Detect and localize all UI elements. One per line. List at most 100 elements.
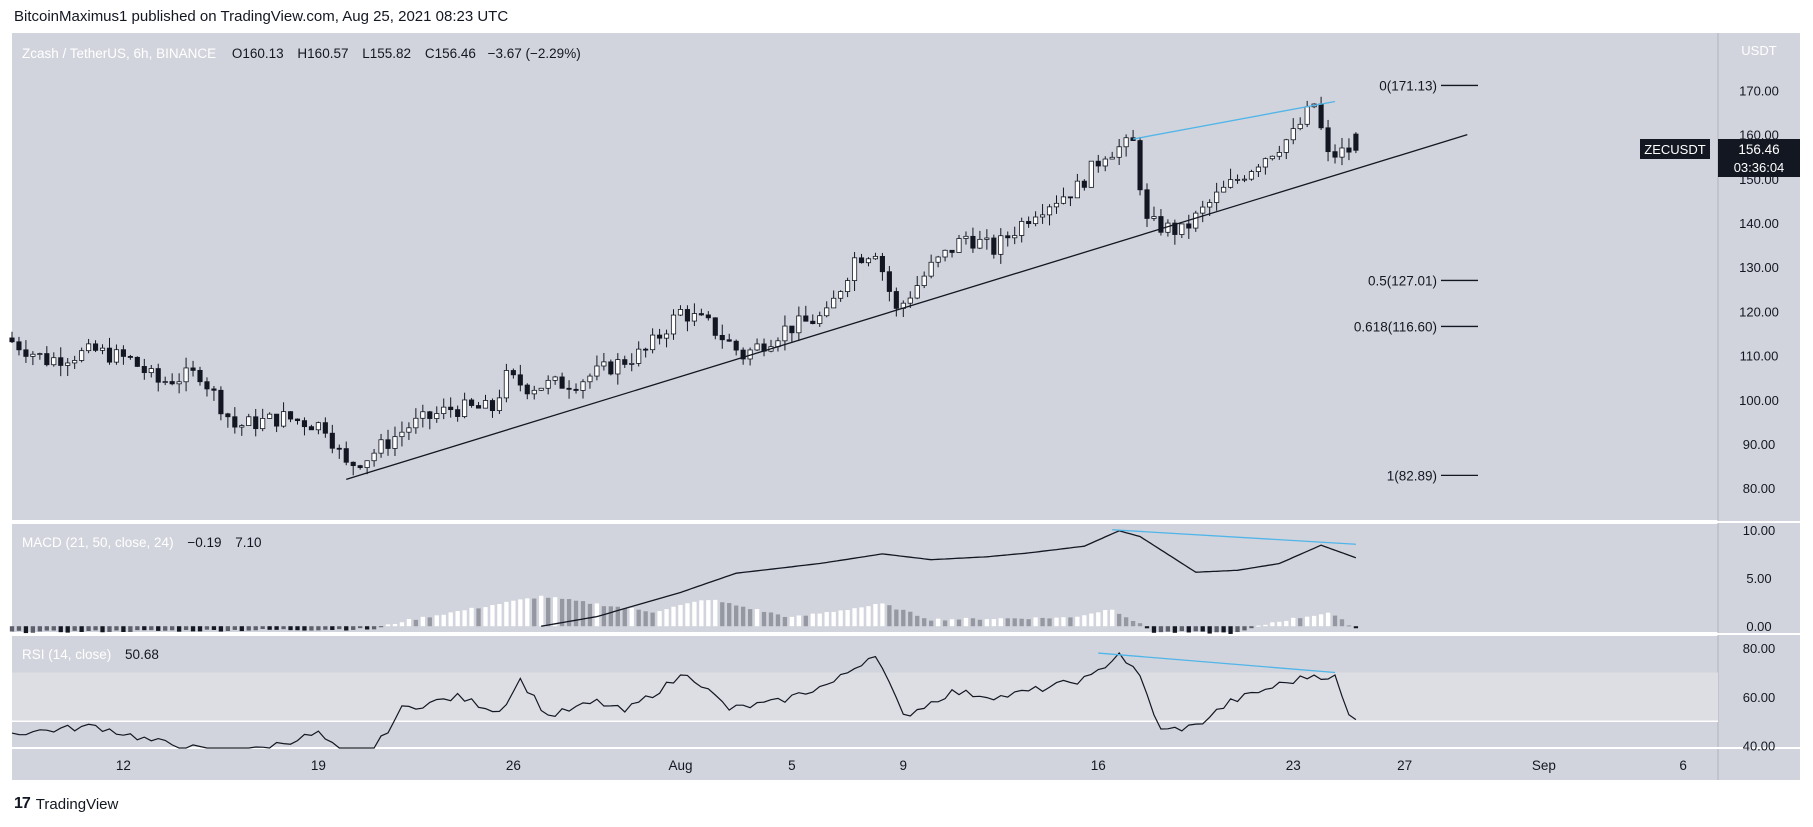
candle xyxy=(824,307,830,317)
candle xyxy=(552,376,558,381)
candle xyxy=(942,249,948,258)
macd-histogram-bar xyxy=(385,624,391,627)
last-price-badge[interactable]: ZECUSDT 156.46 03:36:04 xyxy=(1640,139,1800,177)
candle xyxy=(657,334,663,339)
macd-histogram-bar xyxy=(1291,617,1296,627)
price-axis-tick: 140.00 xyxy=(1739,216,1779,231)
macd-histogram-bar xyxy=(831,611,836,627)
candle xyxy=(79,350,85,361)
candle xyxy=(1067,196,1073,199)
macd-histogram-bar xyxy=(1075,616,1080,627)
macd-histogram-bar xyxy=(16,626,22,631)
candle xyxy=(141,366,147,374)
candle xyxy=(643,348,649,351)
macd-legend[interactable]: MACD (21, 50, close, 24) −0.19 7.10 xyxy=(22,535,262,550)
candle xyxy=(169,381,175,385)
fib-level-label: 0.5(127.01) xyxy=(1368,273,1437,288)
rsi-legend[interactable]: RSI (14, close) 50.68 xyxy=(22,647,159,662)
macd-histogram-bar xyxy=(1151,626,1157,633)
candle xyxy=(197,369,203,383)
candle xyxy=(754,343,760,351)
macd-histogram-bar xyxy=(30,626,36,633)
x-axis-bar[interactable] xyxy=(12,748,1721,780)
macd-histogram-bar xyxy=(817,613,822,627)
macd-histogram-bar xyxy=(378,626,384,628)
candle xyxy=(441,406,447,414)
macd-histogram-bar xyxy=(1158,626,1164,633)
macd-histogram-bar xyxy=(253,626,258,631)
candle xyxy=(329,432,335,449)
fib-level-label: 0.618(116.60) xyxy=(1354,319,1437,334)
candle xyxy=(1040,214,1046,218)
candle xyxy=(462,399,468,417)
candle xyxy=(831,297,837,309)
macd-histogram-bar xyxy=(552,597,558,627)
candle xyxy=(225,413,231,418)
candle xyxy=(733,340,739,351)
candle xyxy=(573,388,579,391)
macd-histogram-bar xyxy=(364,626,370,630)
symbol-legend[interactable]: Zcash / TetherUS, 6h, BINANCE O160.13 H1… xyxy=(22,46,581,61)
macd-histogram-bar xyxy=(23,626,29,634)
candle xyxy=(1214,191,1220,203)
candle xyxy=(343,448,349,463)
macd-histogram-bar xyxy=(204,626,210,630)
candle xyxy=(336,447,342,450)
macd-histogram-bar xyxy=(608,606,613,627)
candle xyxy=(1193,212,1199,229)
candle xyxy=(1019,221,1025,236)
price-axis-tick: 110.00 xyxy=(1740,349,1779,364)
candle xyxy=(587,375,593,383)
macd-histogram-bar xyxy=(629,607,634,627)
candle xyxy=(796,315,802,334)
macd-histogram-bar xyxy=(539,595,544,627)
candle xyxy=(977,238,983,249)
candle xyxy=(1228,179,1234,188)
macd-histogram-bar xyxy=(977,619,983,627)
macd-histogram-bar xyxy=(692,601,697,627)
price-axis-tick: 130.00 xyxy=(1739,260,1779,275)
price-high-line xyxy=(1132,100,1336,140)
publisher-caption: BitcoinMaximus1 published on TradingView… xyxy=(14,8,509,25)
macd-histogram-bar xyxy=(699,600,704,627)
candle xyxy=(364,460,370,468)
macd-histogram-bar xyxy=(316,626,321,631)
macd-histogram-bar xyxy=(1298,618,1303,627)
macd-histogram-bar xyxy=(142,626,147,631)
macd-histogram-bar xyxy=(880,603,885,627)
fib-level-label: 0(171.13) xyxy=(1379,78,1437,93)
macd-histogram-bar xyxy=(873,604,878,627)
x-axis-tick: 27 xyxy=(1397,758,1412,773)
candle xyxy=(719,334,725,341)
rsi-axis-tick: 40.00 xyxy=(1743,739,1776,754)
x-axis-tick: 26 xyxy=(506,758,521,773)
macd-histogram-bar xyxy=(1033,617,1038,627)
macd-histogram-bar xyxy=(309,626,314,631)
price-pane[interactable] xyxy=(12,33,1721,520)
macd-histogram-bar xyxy=(859,607,864,627)
candle xyxy=(726,339,732,342)
macd-histogram-bar xyxy=(176,626,182,632)
candle xyxy=(684,309,690,322)
macd-histogram-bar xyxy=(573,600,579,627)
macd-histogram-bar xyxy=(1026,619,1031,627)
macd-histogram-bar xyxy=(720,602,725,627)
candle xyxy=(72,360,78,364)
candle xyxy=(970,235,976,249)
macd-histogram-bar xyxy=(260,626,265,630)
macd-histogram-bar xyxy=(448,612,453,627)
macd-histogram-bar xyxy=(866,606,871,627)
macd-histogram-bar xyxy=(580,601,586,627)
macd-histogram-bar xyxy=(169,626,175,631)
macd-histogram-bar xyxy=(970,618,976,627)
macd-histogram-bar xyxy=(928,620,934,627)
macd-histogram-bar xyxy=(678,604,683,627)
candle xyxy=(385,439,391,449)
candle xyxy=(1234,178,1241,181)
candle xyxy=(378,439,384,454)
macd-histogram-bar xyxy=(747,609,753,627)
candle xyxy=(246,416,252,426)
candle xyxy=(1137,140,1143,191)
macd-histogram-bar xyxy=(727,603,732,627)
